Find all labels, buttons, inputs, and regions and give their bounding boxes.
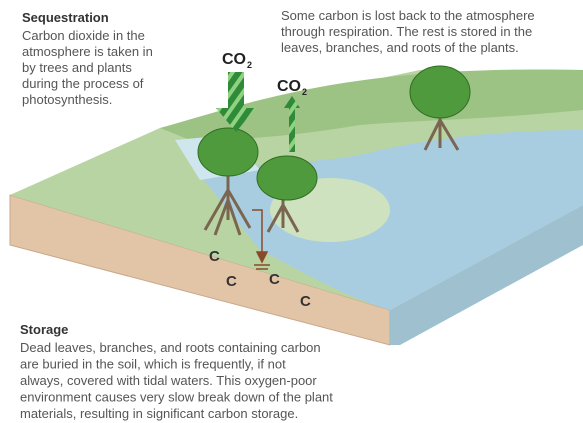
- paragraph-line: always, covered with tidal waters. This …: [20, 373, 317, 388]
- landscape: [10, 70, 583, 345]
- heading: Storage: [20, 322, 68, 337]
- paragraph-line: through respiration. The rest is stored …: [281, 24, 532, 39]
- carbon-label: C: [300, 293, 311, 310]
- carbon-label: C: [226, 273, 237, 290]
- carbon-label: C: [209, 248, 220, 265]
- paragraph-line: environment causes very slow break down …: [20, 390, 333, 405]
- co2-label: CO: [222, 51, 246, 68]
- paragraph-line: materials, resulting in significant carb…: [20, 406, 298, 421]
- paragraph-line: during the process of: [22, 76, 144, 91]
- co2-subscript: 2: [302, 87, 307, 97]
- paragraph-line: Dead leaves, branches, and roots contain…: [20, 340, 321, 355]
- paragraph-line: Carbon dioxide in the: [22, 28, 145, 43]
- paragraph-line: Some carbon is lost back to the atmosphe…: [281, 8, 535, 23]
- paragraph-line: atmosphere is taken in: [22, 44, 153, 59]
- paragraph-line: leaves, branches, and roots of the plant…: [281, 40, 519, 55]
- paragraph-line: by trees and plants: [22, 60, 132, 75]
- paragraph-line: are buried in the soil, which is frequen…: [20, 357, 286, 372]
- co2-subscript: 2: [247, 60, 252, 70]
- carbon-label: C: [269, 271, 280, 288]
- paragraph-line: photosynthesis.: [22, 92, 112, 107]
- diagram: Sequestration Carbon dioxide in theatmosp…: [0, 0, 583, 423]
- co2-label: CO: [277, 78, 301, 95]
- heading: Sequestration: [22, 10, 109, 25]
